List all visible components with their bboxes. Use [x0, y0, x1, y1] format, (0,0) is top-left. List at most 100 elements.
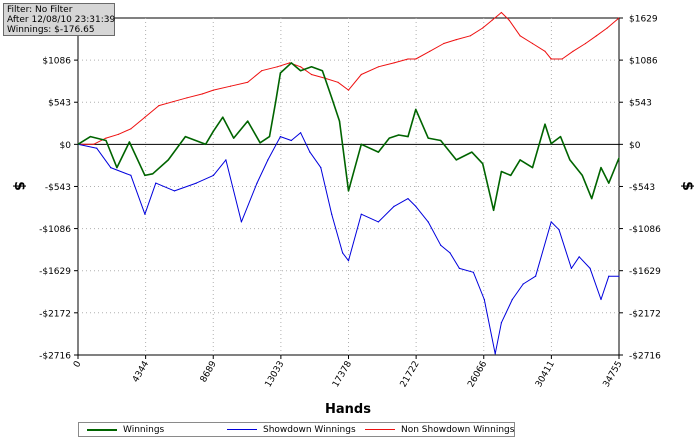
- y-tick-label-right: -$1629: [629, 267, 661, 277]
- data-point-non-showdown-winnings: [393, 62, 395, 64]
- x-tick-label: 26066: [466, 359, 489, 389]
- data-point-winnings: [510, 174, 512, 176]
- y-tick-label-right: -$2172: [629, 309, 661, 319]
- data-point-showdown-winnings: [427, 221, 429, 223]
- data-point-showdown-winnings: [578, 256, 580, 258]
- y-tick-label-right: -$2716: [629, 352, 661, 362]
- data-point-winnings: [569, 159, 571, 161]
- data-point-showdown-winnings: [440, 244, 442, 246]
- data-point-winnings: [128, 141, 130, 143]
- data-point-winnings: [347, 190, 350, 192]
- data-point-winnings: [152, 173, 154, 175]
- data-point-showdown-winnings: [212, 174, 214, 176]
- x-tick-label: 4344: [131, 359, 151, 384]
- data-point-non-showdown-winnings: [337, 81, 339, 83]
- y-tick-label-left: -$1629: [39, 267, 71, 277]
- data-point-showdown-winnings: [279, 136, 281, 138]
- y-tick-label-right: -$1086: [629, 225, 661, 235]
- y-tick-label-left: $1086: [42, 57, 71, 67]
- x-axis: 0 4344 8689 13033 17378 21722 26066 30411 34755: [72, 355, 625, 389]
- filter-info-box: Filter: No Filter After 12/08/10 23:31:3…: [3, 3, 115, 36]
- y-axis-right: $1629 $1086 $543 $0 -$543 -$1086 -$1629 -$2172 -…: [619, 15, 661, 362]
- data-point-showdown-winnings: [320, 167, 322, 169]
- data-point-winnings: [233, 137, 235, 139]
- legend-label-non-showdown: Non Showdown Winnings: [401, 424, 515, 435]
- y-tick-label-left: -$2172: [39, 309, 71, 319]
- data-point-non-showdown-winnings: [469, 35, 471, 37]
- legend-item-showdown: Showdown Winnings: [227, 423, 356, 436]
- data-point-winnings: [105, 139, 107, 142]
- data-point-winnings: [600, 167, 602, 169]
- data-point-winnings: [471, 151, 473, 153]
- data-point-winnings: [455, 159, 457, 161]
- legend-swatch-non-showdown: [365, 429, 395, 430]
- data-point-non-showdown-winnings: [508, 19, 510, 21]
- data-point-non-showdown-winnings: [584, 42, 587, 45]
- data-point-showdown-winnings: [342, 252, 344, 254]
- data-point-non-showdown-winnings: [407, 58, 409, 60]
- data-point-non-showdown-winnings: [550, 58, 552, 60]
- data-point-non-showdown-winnings: [261, 70, 263, 72]
- data-point-winnings: [388, 137, 390, 139]
- data-point-non-showdown-winnings: [500, 11, 502, 14]
- data-point-showdown-winnings: [144, 213, 146, 215]
- data-point-winnings: [222, 116, 224, 118]
- data-point-showdown-winnings: [570, 267, 573, 269]
- data-point-winnings: [247, 120, 249, 122]
- data-point-winnings: [440, 139, 442, 142]
- data-point-showdown-winnings: [472, 271, 474, 273]
- data-point-winnings: [407, 136, 409, 138]
- data-point-showdown-winnings: [535, 275, 537, 277]
- y-tick-label-left: -$2716: [39, 352, 71, 362]
- data-point-showdown-winnings: [458, 267, 460, 269]
- data-point-non-showdown-winnings: [130, 128, 132, 130]
- data-point-winnings: [331, 97, 333, 99]
- data-point-non-showdown-winnings: [455, 39, 457, 41]
- data-point-showdown-winnings: [483, 298, 485, 301]
- x-axis-label: Hands: [325, 402, 371, 417]
- data-point-winnings: [398, 134, 400, 136]
- data-point-non-showdown-winnings: [595, 35, 598, 37]
- data-point-non-showdown-winnings: [310, 73, 313, 76]
- data-point-showdown-winnings: [195, 182, 197, 184]
- data-point-winnings: [300, 70, 302, 72]
- data-point-showdown-winnings: [300, 132, 302, 134]
- data-point-winnings: [544, 123, 546, 125]
- y-tick-label-right: $543: [629, 99, 652, 109]
- y-tick-label-right: -$543: [629, 183, 655, 193]
- data-point-winnings: [310, 66, 313, 68]
- data-point-showdown-winnings: [225, 159, 227, 161]
- data-point-showdown-winnings: [155, 182, 157, 184]
- y-tick-label-left: -$1086: [39, 225, 71, 235]
- data-point-showdown-winnings: [256, 182, 258, 184]
- y-tick-label-left: -$543: [45, 183, 71, 193]
- data-point-showdown-winnings: [267, 159, 269, 161]
- data-point-showdown-winnings: [511, 298, 513, 301]
- data-point-showdown-winnings: [309, 151, 311, 153]
- data-point-non-showdown-winnings: [201, 93, 204, 95]
- y-axis-label-left: $: [11, 181, 27, 191]
- data-point-showdown-winnings: [110, 167, 112, 169]
- data-point-non-showdown-winnings: [347, 89, 350, 91]
- data-point-showdown-winnings: [360, 213, 362, 215]
- data-point-showdown-winnings: [415, 205, 417, 207]
- data-point-winnings: [205, 143, 207, 145]
- data-point-non-showdown-winnings: [482, 27, 484, 29]
- data-point-non-showdown-winnings: [491, 19, 493, 21]
- data-point-showdown-winnings: [600, 298, 602, 301]
- data-point-winnings: [482, 163, 484, 165]
- data-point-showdown-winnings: [173, 190, 176, 192]
- series-line-winnings: [77, 62, 620, 212]
- data-point-showdown-winnings: [240, 221, 242, 223]
- y-tick-label-right: $1629: [629, 15, 658, 25]
- data-point-showdown-winnings: [550, 221, 552, 223]
- data-point-winnings: [184, 136, 186, 138]
- data-point-non-showdown-winnings: [415, 58, 417, 60]
- data-point-winnings: [500, 170, 502, 173]
- data-point-winnings: [550, 143, 552, 145]
- x-tick-label: 30411: [534, 360, 557, 390]
- data-point-showdown-winnings: [393, 205, 395, 207]
- legend-item-winnings: Winnings: [87, 423, 164, 436]
- series-layer: [77, 11, 620, 355]
